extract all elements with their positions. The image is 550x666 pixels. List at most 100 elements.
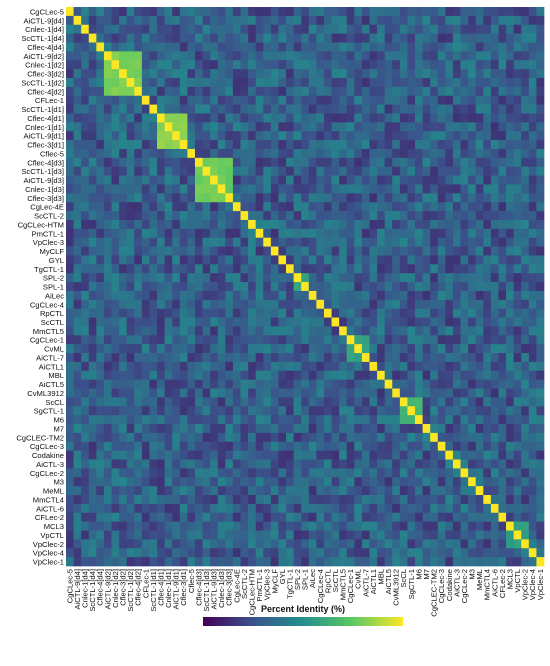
heatmap-cell [301, 273, 310, 283]
heatmap-cell [240, 290, 249, 301]
heatmap-cell [407, 184, 416, 194]
heatmap-cell [81, 148, 90, 159]
heatmap-cell [506, 361, 514, 372]
heatmap-cell [528, 24, 537, 34]
heatmap-cell [111, 202, 120, 212]
heatmap-cell [111, 353, 120, 363]
heatmap-cell [498, 432, 507, 443]
heatmap-cell [286, 246, 294, 256]
heatmap-cell [415, 388, 423, 398]
heatmap-cell [202, 51, 211, 61]
heatmap-cell [111, 432, 120, 443]
heatmap-cell [149, 228, 158, 239]
heatmap-cell [141, 24, 150, 34]
x-tick-label: TgCTL-1 [285, 569, 294, 599]
heatmap-cell [460, 86, 469, 97]
heatmap-cell [506, 521, 514, 531]
heatmap-cell [536, 361, 545, 372]
heatmap-cell [157, 86, 165, 97]
heatmap-cell [475, 122, 484, 132]
heatmap-cell [422, 211, 431, 221]
heatmap-cell [119, 131, 128, 141]
heatmap-cell [286, 282, 294, 292]
heatmap-cell [407, 255, 416, 265]
heatmap-cell [164, 237, 173, 247]
heatmap-cell [255, 86, 264, 97]
heatmap-cell [164, 211, 173, 221]
heatmap-cell [240, 140, 249, 150]
heatmap-cell [202, 530, 211, 540]
heatmap-cell [301, 51, 310, 61]
heatmap-cell [369, 468, 378, 478]
heatmap-cell [483, 521, 492, 531]
heatmap-cell [323, 264, 332, 274]
heatmap-cell [468, 175, 477, 185]
heatmap-cell [437, 503, 446, 514]
heatmap-cell [384, 69, 393, 79]
heatmap-cell [126, 113, 135, 123]
heatmap-cell [240, 51, 249, 61]
heatmap-cell [301, 24, 310, 34]
heatmap-cell [528, 335, 537, 345]
heatmap-cell [96, 228, 105, 239]
heatmap-cell [399, 459, 408, 469]
heatmap-cell [119, 557, 128, 567]
heatmap-cell [354, 290, 363, 301]
heatmap-cell [331, 122, 340, 132]
heatmap-cell [483, 299, 492, 310]
heatmap-cell [179, 353, 188, 363]
heatmap-cell [460, 486, 469, 496]
x-tick-label: Codakine [445, 569, 454, 601]
heatmap-cell [73, 148, 82, 159]
heatmap-cell [392, 202, 401, 212]
heatmap-cell [430, 175, 439, 185]
heatmap-cell [437, 557, 446, 567]
heatmap-cell [377, 193, 386, 203]
heatmap-cell [141, 308, 150, 318]
heatmap-cell [475, 7, 484, 17]
heatmap-cell [323, 69, 332, 79]
heatmap-cell [415, 219, 423, 230]
heatmap-cell [255, 512, 264, 522]
heatmap-cell [308, 77, 317, 88]
heatmap-cell [66, 424, 74, 434]
heatmap-cell [506, 459, 514, 469]
heatmap-cell [430, 24, 439, 34]
heatmap-cell [293, 42, 302, 52]
heatmap-cell [437, 24, 446, 34]
heatmap-cell [369, 237, 378, 247]
heatmap-cell [323, 211, 332, 221]
heatmap-cell [202, 406, 211, 416]
heatmap-cell [346, 140, 355, 150]
heatmap-cell [468, 122, 477, 132]
heatmap-cell [437, 157, 446, 168]
heatmap-cell [232, 237, 241, 247]
heatmap-cell [286, 290, 294, 301]
heatmap-cell [407, 15, 416, 26]
heatmap-cell [240, 24, 249, 34]
heatmap-cell [521, 95, 530, 105]
heatmap-cell [217, 60, 226, 70]
heatmap-cell [81, 104, 90, 114]
heatmap-cell [179, 131, 188, 141]
heatmap-cell [172, 441, 181, 451]
heatmap-cell [194, 15, 203, 26]
heatmap-cell [399, 344, 408, 354]
heatmap-cell [369, 432, 378, 443]
heatmap-cell [255, 7, 264, 17]
heatmap-cell [536, 122, 545, 132]
heatmap-cell [96, 148, 105, 159]
heatmap-cell [210, 308, 219, 318]
heatmap-cell [96, 69, 105, 79]
heatmap-cell [278, 51, 287, 61]
heatmap-cell [263, 42, 272, 52]
heatmap-cell [536, 113, 545, 123]
heatmap-cell [301, 441, 310, 451]
heatmap-cell [452, 157, 461, 168]
heatmap-cell [157, 548, 165, 558]
heatmap-cell [126, 131, 135, 141]
heatmap-cell [445, 51, 454, 61]
heatmap-cell [361, 361, 370, 372]
heatmap-cell [141, 317, 150, 327]
heatmap-cell [263, 539, 272, 549]
